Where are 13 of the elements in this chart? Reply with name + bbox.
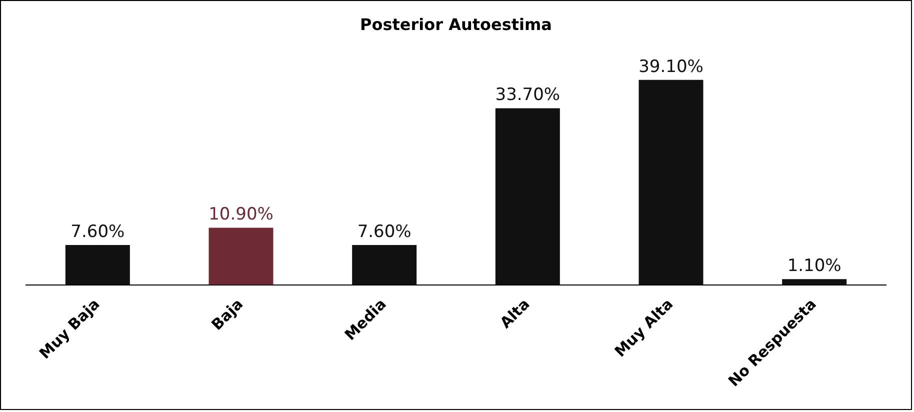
data-label: 39.10% (638, 56, 704, 77)
bar (65, 245, 130, 285)
data-label: 33.70% (495, 85, 560, 106)
bar (638, 80, 704, 285)
bar (352, 245, 417, 285)
data-label: 7.60% (357, 222, 412, 242)
bar (495, 108, 560, 285)
data-label: 7.60% (70, 222, 125, 242)
bar (208, 228, 274, 285)
data-label: 1.10% (787, 256, 842, 276)
data-label: 10.90% (208, 204, 274, 225)
chart-title: Posterior Autoestima (360, 14, 552, 34)
bar (782, 279, 847, 285)
